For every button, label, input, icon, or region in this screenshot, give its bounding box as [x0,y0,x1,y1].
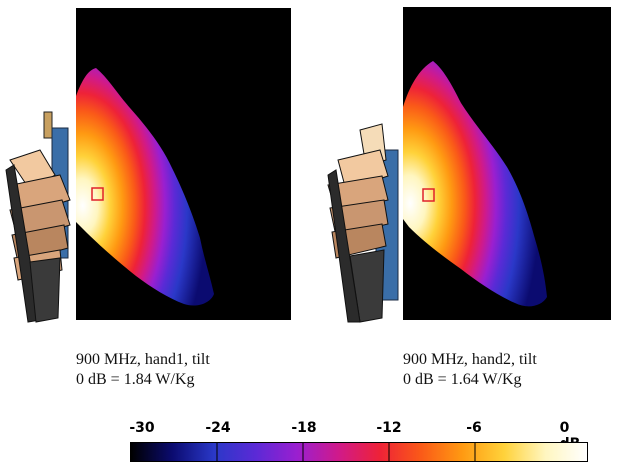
caption-hand1-line1: 900 MHz, hand1, tilt [76,351,210,368]
hand2-phone-illustration [327,123,399,323]
colorbar [130,442,588,462]
colorbar-tick-labels: -30 -24 -18 -12 -6 0 dB [129,420,588,452]
caption-hand2: 900 MHz, hand2, tilt 0 dB = 1.64 W/Kg [403,350,537,390]
sar-distribution-hand2 [403,61,547,307]
caption-hand2-line2: 0 dB = 1.64 W/Kg [403,371,522,388]
colorbar-graphic [131,443,587,461]
caption-hand1-line2: 0 dB = 1.84 W/Kg [76,371,195,388]
colorbar-tick-label: -30 [129,420,155,436]
hand1-phone-illustration [5,111,71,323]
colorbar-tick-label: -18 [291,420,317,436]
sar-distribution-hand1 [76,68,214,306]
colorbar-tick-label: -6 [466,420,482,436]
right-panel: 900 MHz, hand2, tilt 0 dB = 1.64 W/Kg [320,0,619,388]
caption-hand1: 900 MHz, hand1, tilt 0 dB = 1.84 W/Kg [76,350,210,390]
colorbar-tick-label: -24 [205,420,231,436]
left-panel: 900 MHz, hand1, tilt 0 dB = 1.84 W/Kg [0,0,300,388]
caption-hand2-line1: 900 MHz, hand2, tilt [403,351,537,368]
sar-map-hand1 [76,8,291,320]
colorbar-tick-label: -12 [376,420,402,436]
sar-map-hand2 [403,7,611,320]
